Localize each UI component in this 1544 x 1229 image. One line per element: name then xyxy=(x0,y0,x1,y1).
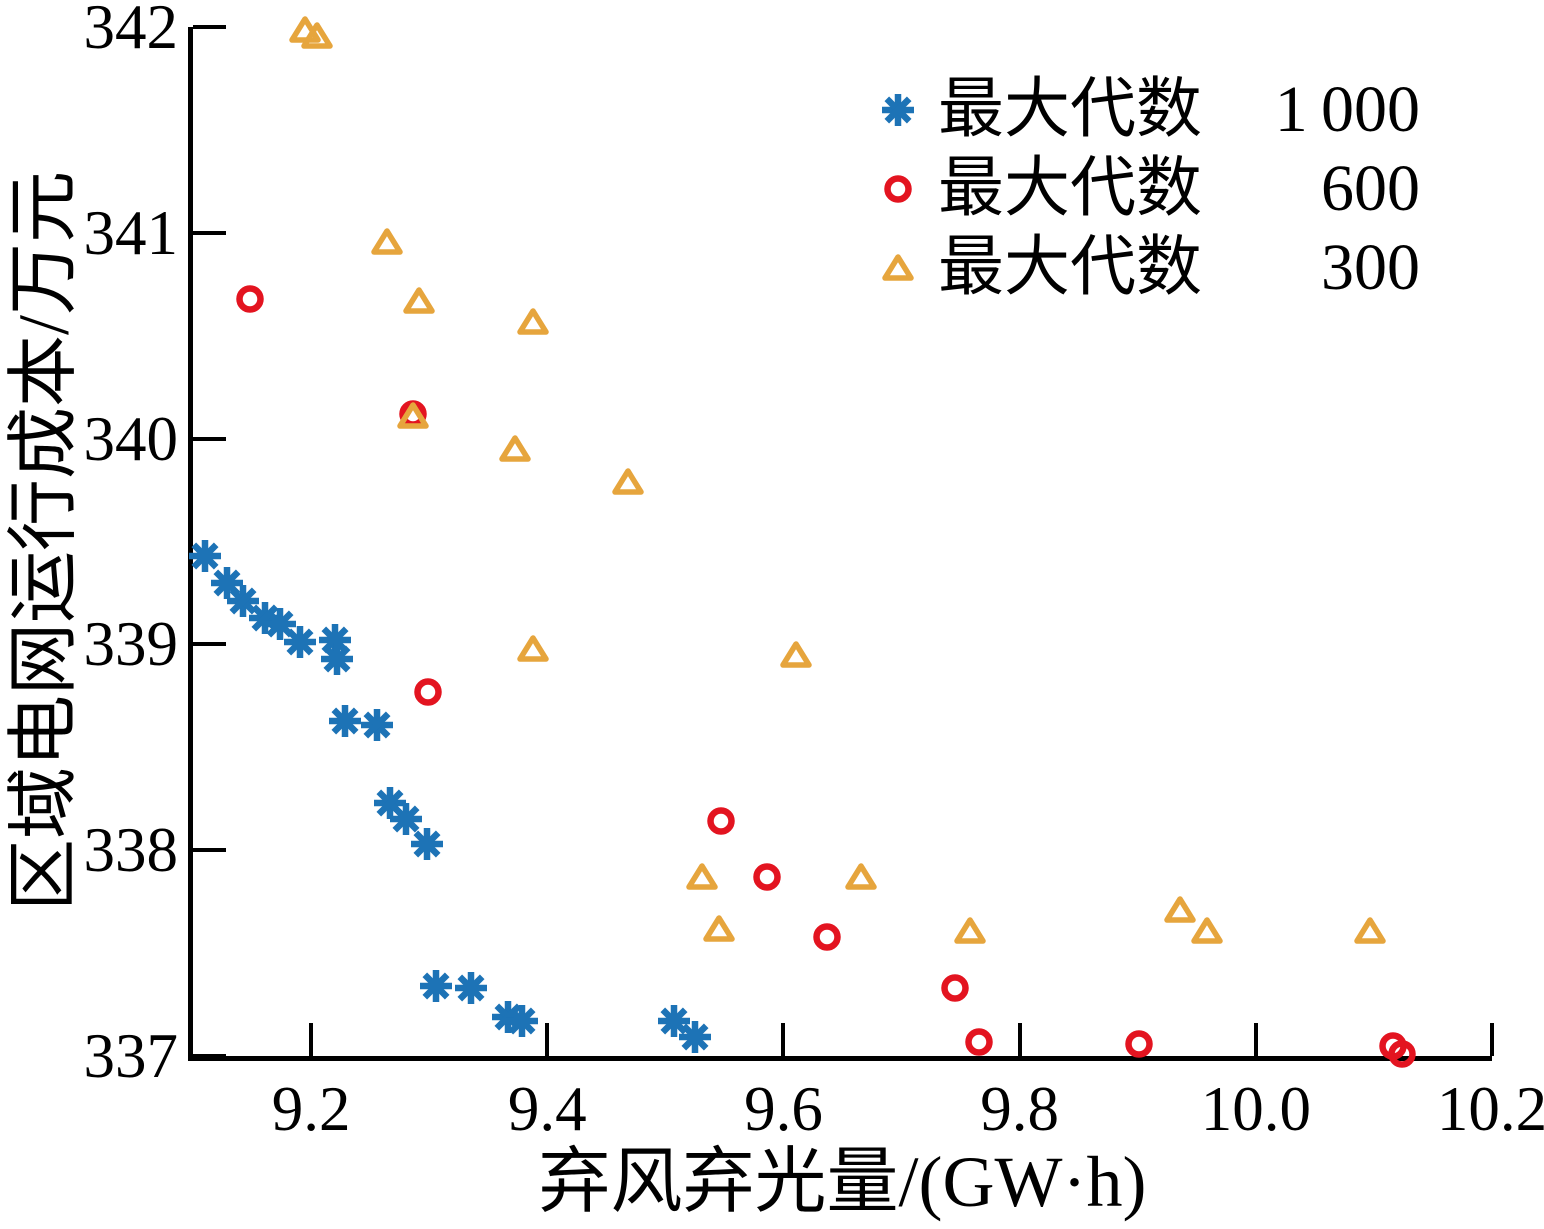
data-point xyxy=(263,607,297,641)
data-point xyxy=(686,862,718,891)
y-axis-title: 区域电网运行成本/万元 xyxy=(4,170,84,912)
legend-row: 最大代数 300 xyxy=(872,228,1420,307)
data-point xyxy=(657,1004,691,1038)
data-point xyxy=(707,807,735,836)
y-tick-label: 340 xyxy=(83,403,179,474)
y-tick xyxy=(193,642,226,647)
x-tick xyxy=(781,1023,786,1056)
x-axis-spine xyxy=(188,1056,1492,1061)
legend-value: 600 xyxy=(1321,151,1420,225)
data-point xyxy=(419,969,453,1003)
data-point xyxy=(1164,895,1196,924)
data-point xyxy=(499,434,532,463)
data-point xyxy=(373,786,407,820)
data-point xyxy=(611,467,644,496)
data-point xyxy=(1125,1029,1153,1058)
legend-row: 最大代数 1 000 xyxy=(872,70,1420,149)
data-point xyxy=(235,284,264,313)
y-tick-label: 342 xyxy=(83,0,179,62)
legend-label: 最大代数 xyxy=(938,151,1202,225)
plot-area xyxy=(188,15,1494,1068)
x-tick-label: 10.2 xyxy=(1436,1074,1544,1144)
data-point xyxy=(753,863,781,891)
y-tick xyxy=(193,25,226,29)
x-tick xyxy=(545,1023,550,1056)
data-point xyxy=(845,862,878,891)
data-point xyxy=(410,827,444,861)
x-tick-label: 9.4 xyxy=(507,1074,587,1144)
data-point xyxy=(517,634,549,663)
data-point xyxy=(813,922,841,951)
data-point xyxy=(965,1027,994,1056)
data-point xyxy=(940,974,969,1002)
y-tick-label: 338 xyxy=(83,815,179,886)
x-tick-label: 9.8 xyxy=(980,1074,1059,1144)
legend-row: 最大代数 600 xyxy=(872,149,1420,228)
data-point xyxy=(414,677,442,706)
legend-circle-icon xyxy=(872,174,924,203)
data-point xyxy=(188,539,222,573)
data-point xyxy=(954,916,986,945)
legend: 最大代数 1 000 最大代数 600 最大代数 300 xyxy=(872,70,1420,307)
y-tick-label: 341 xyxy=(83,197,179,268)
data-point xyxy=(301,21,333,50)
data-point xyxy=(702,914,735,943)
data-point xyxy=(1191,916,1224,945)
x-axis-title: 弃风弃光量/(GW·h) xyxy=(538,1142,1147,1222)
data-point xyxy=(454,971,488,1005)
data-point xyxy=(370,227,403,256)
y-tick xyxy=(193,436,226,441)
y-tick-label: 337 xyxy=(83,1021,179,1091)
x-tick-label: 10.0 xyxy=(1200,1074,1311,1144)
data-point xyxy=(320,642,354,676)
y-tick xyxy=(193,848,226,853)
x-tick xyxy=(1017,1023,1022,1056)
legend-label: 最大代数 xyxy=(938,72,1202,146)
data-point xyxy=(505,1004,539,1038)
data-point xyxy=(517,307,549,336)
data-point xyxy=(389,802,423,836)
y-tick-label: 339 xyxy=(83,609,179,680)
data-point xyxy=(780,640,813,669)
data-point xyxy=(226,584,260,618)
data-point xyxy=(328,704,362,738)
x-tick xyxy=(1253,1023,1258,1056)
x-tick xyxy=(1490,1023,1494,1056)
data-point xyxy=(1354,916,1387,945)
data-point xyxy=(678,1020,712,1054)
data-point xyxy=(402,286,435,315)
legend-triangle-icon xyxy=(872,253,924,282)
x-tick-label: 9.6 xyxy=(744,1074,823,1144)
data-point xyxy=(360,708,394,742)
legend-label: 最大代数 xyxy=(938,230,1202,304)
y-axis-spine xyxy=(188,27,193,1061)
legend-value: 1 000 xyxy=(1274,72,1420,146)
y-tick xyxy=(193,1054,226,1058)
y-tick xyxy=(193,230,226,235)
data-point xyxy=(396,401,429,430)
legend-value: 300 xyxy=(1321,230,1420,304)
data-point xyxy=(283,625,317,659)
legend-asterisk-icon xyxy=(872,93,924,127)
data-point xyxy=(1388,1040,1416,1068)
x-tick xyxy=(309,1023,314,1056)
x-tick-label: 9.2 xyxy=(271,1074,351,1144)
